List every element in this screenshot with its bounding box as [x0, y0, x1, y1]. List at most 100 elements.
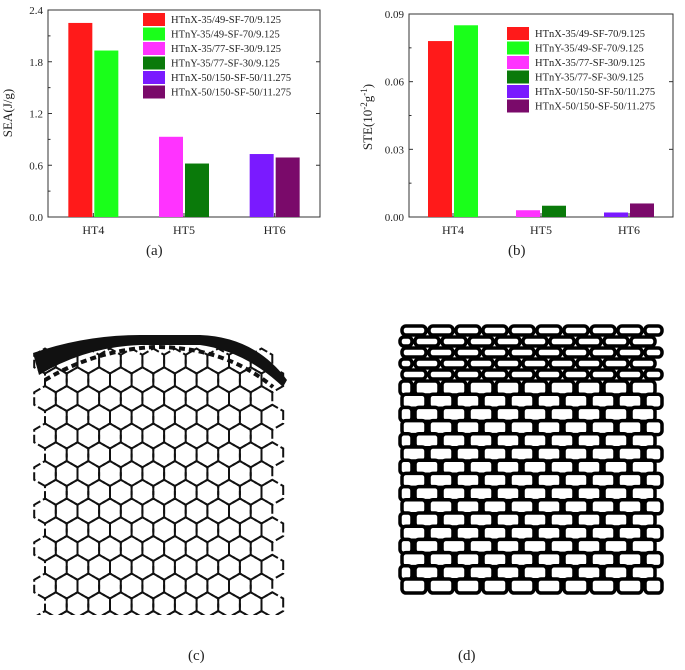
brick-cell	[562, 471, 590, 490]
brick-cell	[548, 511, 576, 529]
x-tick-label: HT6	[618, 223, 640, 237]
brick-cell	[589, 346, 617, 359]
brick-cell	[508, 368, 536, 381]
brick-cell	[494, 484, 522, 503]
bar-ht4	[94, 50, 119, 217]
brick-cell	[535, 498, 563, 516]
brick-cell	[629, 537, 657, 556]
brick-cell	[535, 471, 563, 490]
hexagon-cell	[79, 609, 98, 615]
brick-cell	[575, 537, 603, 556]
brick-cell	[440, 564, 468, 582]
brick-cell	[467, 484, 495, 503]
brick-cell	[467, 405, 495, 424]
brick-cell	[548, 537, 576, 556]
brick-cell	[481, 577, 509, 595]
x-tick-label: HT6	[264, 223, 286, 237]
brick-cell	[454, 418, 482, 437]
brick-cell	[643, 346, 664, 359]
panel-label-d: (d)	[458, 648, 476, 664]
brick-cell	[602, 511, 630, 529]
brick-cell	[521, 405, 549, 424]
brick-cell	[616, 577, 644, 595]
brick-cell	[535, 418, 563, 437]
brick-cell	[440, 335, 468, 348]
hexagon-cell	[166, 609, 184, 615]
brick-cell	[427, 524, 455, 542]
brick-cell	[413, 357, 441, 370]
brick-cell	[548, 484, 576, 503]
panel-label-c: (c)	[188, 648, 205, 664]
brick-cell	[535, 445, 563, 463]
brick-cell	[602, 537, 630, 556]
brick-cell	[440, 405, 468, 424]
brick-cell	[629, 564, 657, 582]
brick-cell	[575, 405, 603, 424]
hexagon-cell	[209, 609, 228, 615]
brick-cell	[548, 379, 576, 397]
brick-cell	[481, 392, 509, 410]
brick-cell	[508, 445, 536, 463]
brick-cell	[427, 346, 455, 359]
legend-label: HTnX-35/49-SF-70/9.125	[535, 29, 645, 40]
brick-cell	[535, 346, 563, 359]
legend-swatch	[507, 27, 529, 40]
brick-cell	[494, 335, 522, 348]
brick-cell	[589, 524, 617, 542]
brick-cell	[454, 392, 482, 410]
bar-ht6	[630, 203, 654, 217]
brick-cell	[521, 335, 549, 348]
brick-cell	[616, 324, 644, 337]
brick-cell-grid	[398, 324, 664, 595]
brick-cell	[400, 445, 428, 463]
brick-cell	[562, 498, 590, 516]
brick-cell	[481, 445, 509, 463]
brick-cell	[440, 458, 468, 476]
brick-cell	[400, 471, 428, 490]
brick-cell	[454, 368, 482, 381]
hexagon-cell	[101, 609, 119, 615]
brick-cell	[454, 471, 482, 490]
chart-b-ste: 0.00 0.03 0.06 0.09 HT4 HT5 HT6 HTnX-35/49-SF-7…	[359, 9, 674, 237]
brick-cell	[521, 432, 549, 450]
brick-cell	[413, 432, 441, 450]
brick-cell	[589, 418, 617, 437]
brick-cell	[440, 432, 468, 450]
brick-cell	[427, 471, 455, 490]
brick-cell	[535, 324, 563, 337]
brick-cell	[413, 458, 441, 476]
legend-swatch	[143, 85, 165, 99]
brick-cell	[508, 418, 536, 437]
brick-cell	[602, 484, 630, 503]
brick-cell	[400, 418, 428, 437]
panel-label-a: (a)	[146, 243, 163, 259]
brick-cell	[454, 577, 482, 595]
brick-cell	[616, 392, 644, 410]
y-tick-label: 0.6	[29, 160, 43, 172]
brick-cell	[413, 511, 441, 529]
legend-label: HTnY-35/49-SF-70/9.125	[535, 44, 644, 55]
chart-a-plot-area: 0.0 0.6 1.2 1.8 2.4 HT4 HT5 HT6 HTnX-35/49-SF-70…	[0, 5, 321, 237]
brick-cell	[616, 550, 644, 569]
brick-cell	[602, 379, 630, 397]
brick-cell	[440, 537, 468, 556]
hexagon-cell	[122, 609, 141, 615]
hexagon-cell	[144, 609, 163, 615]
brick-cell	[629, 458, 657, 476]
brick-cell	[562, 392, 590, 410]
brick-cell	[467, 357, 495, 370]
brick-cell	[629, 484, 657, 503]
brick-cell	[575, 484, 603, 503]
y-axis-label: STE(10-2g-1)	[359, 84, 375, 150]
brick-cell	[535, 524, 563, 542]
brick-cell	[629, 511, 657, 529]
brick-cell	[467, 511, 495, 529]
legend-swatch	[143, 13, 165, 26]
brick-cell	[440, 357, 468, 370]
brick-cell	[508, 498, 536, 516]
brick-cell	[413, 564, 441, 582]
brick-cell	[643, 368, 664, 381]
brick-cell	[548, 458, 576, 476]
legend-label: HTnX-35/49-SF-70/9.125	[171, 15, 281, 26]
brick-cell	[589, 550, 617, 569]
